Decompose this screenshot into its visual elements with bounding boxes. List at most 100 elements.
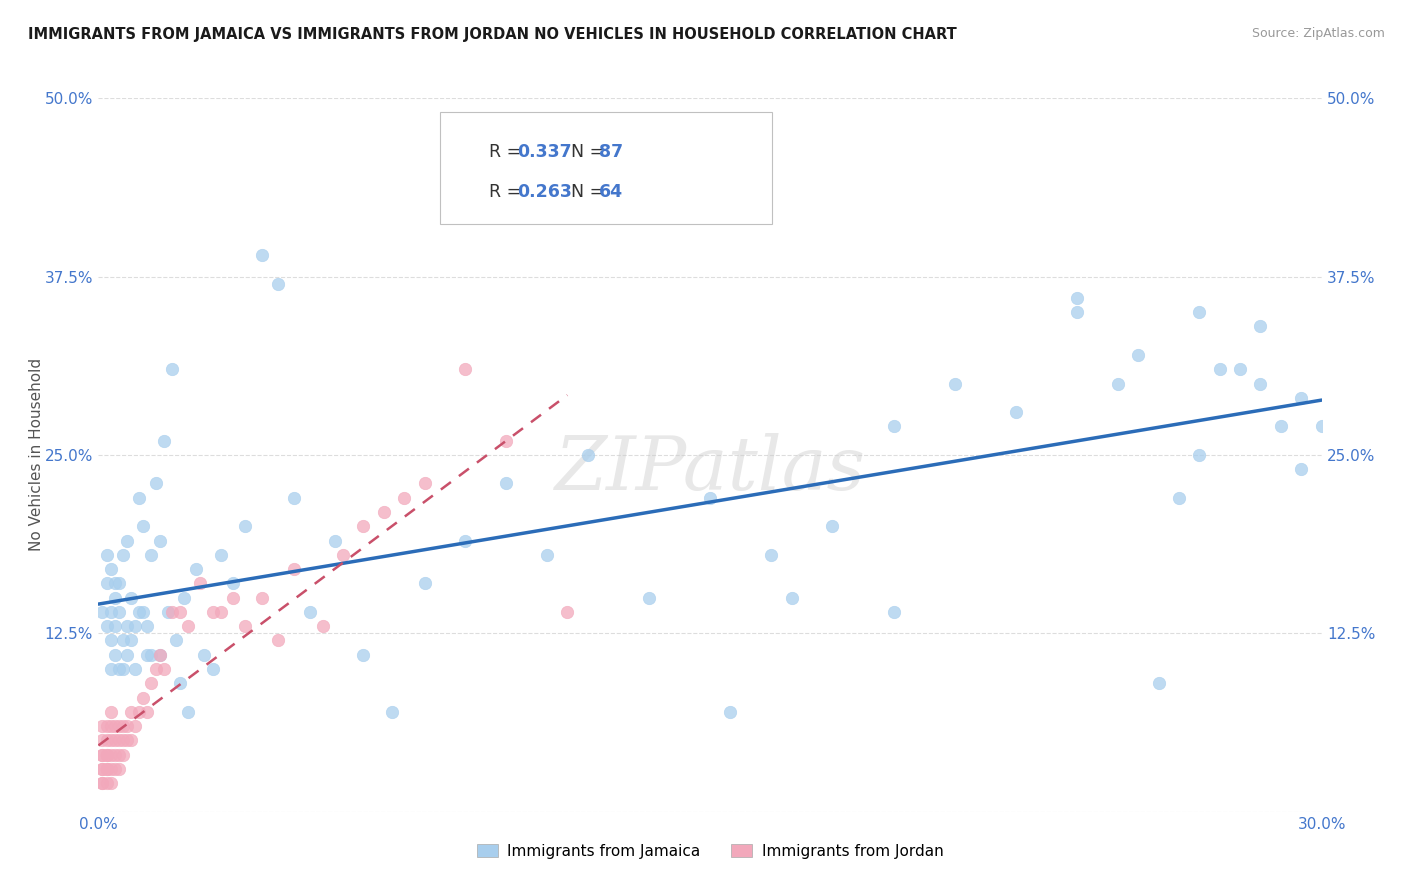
Point [576, 448, 599, 462]
Point [115, 719, 138, 733]
Point [201, 605, 224, 619]
Point [120, 591, 142, 605]
Point [91, 605, 114, 619]
Point [115, 533, 138, 548]
Point [209, 605, 232, 619]
Point [1249, 376, 1271, 391]
Point [188, 576, 212, 591]
Point [132, 605, 155, 619]
Point [1066, 291, 1088, 305]
Point [96, 747, 118, 762]
Point [96, 576, 118, 591]
Point [111, 633, 134, 648]
Point [267, 633, 290, 648]
Point [120, 705, 142, 719]
Point [124, 719, 146, 733]
Point [104, 576, 127, 591]
Point [96, 747, 118, 762]
Point [96, 619, 118, 633]
Point [100, 747, 122, 762]
Point [111, 548, 134, 562]
Point [177, 705, 200, 719]
Point [96, 762, 118, 776]
Point [136, 619, 159, 633]
Point [1188, 305, 1211, 319]
Point [780, 591, 803, 605]
Point [100, 605, 122, 619]
Point [108, 747, 131, 762]
Point [149, 533, 172, 548]
Point [104, 591, 127, 605]
Point [1209, 362, 1232, 376]
Text: IMMIGRANTS FROM JAMAICA VS IMMIGRANTS FROM JORDAN NO VEHICLES IN HOUSEHOLD CORRE: IMMIGRANTS FROM JAMAICA VS IMMIGRANTS FR… [28, 27, 957, 42]
Point [100, 762, 122, 776]
Point [128, 705, 150, 719]
Point [201, 662, 224, 676]
Point [1229, 362, 1251, 376]
Point [1310, 419, 1333, 434]
Point [165, 633, 187, 648]
Point [1270, 419, 1292, 434]
Point [233, 619, 256, 633]
Point [96, 719, 118, 733]
Point [115, 648, 138, 662]
Point [145, 476, 167, 491]
Point [352, 648, 374, 662]
Point [104, 762, 127, 776]
Text: N =: N = [571, 183, 610, 201]
Point [392, 491, 416, 505]
Point [111, 719, 134, 733]
Point [152, 662, 174, 676]
Point [96, 733, 118, 747]
Point [91, 747, 114, 762]
Point [108, 733, 131, 747]
Point [100, 662, 122, 676]
Point [413, 476, 436, 491]
Point [141, 648, 163, 662]
Point [883, 419, 905, 434]
Point [454, 533, 477, 548]
Y-axis label: No Vehicles in Household: No Vehicles in Household [28, 359, 44, 551]
Point [149, 648, 172, 662]
Point [1188, 448, 1211, 462]
Point [160, 605, 183, 619]
Point [149, 648, 172, 662]
Point [108, 662, 131, 676]
Point [96, 776, 118, 790]
Point [141, 676, 163, 690]
Point [267, 277, 290, 291]
Text: N =: N = [571, 143, 610, 161]
Point [91, 776, 114, 790]
Point [124, 662, 146, 676]
Point [132, 519, 155, 533]
Point [96, 548, 118, 562]
Point [222, 591, 245, 605]
Text: 64: 64 [599, 183, 623, 201]
Point [108, 576, 131, 591]
Point [100, 633, 122, 648]
Point [100, 719, 122, 733]
Point [136, 705, 159, 719]
Point [91, 776, 114, 790]
Point [1128, 348, 1150, 362]
Point [169, 676, 191, 690]
Point [699, 491, 721, 505]
Point [115, 619, 138, 633]
Point [821, 519, 844, 533]
Point [222, 576, 245, 591]
Point [104, 648, 127, 662]
Point [160, 362, 183, 376]
Point [323, 533, 346, 548]
Point [761, 548, 783, 562]
Point [352, 519, 374, 533]
Point [1107, 376, 1129, 391]
Point [283, 562, 305, 576]
Point [495, 476, 517, 491]
Point [413, 576, 436, 591]
Text: R =: R = [489, 183, 527, 201]
Point [100, 562, 122, 576]
Point [100, 776, 122, 790]
Point [557, 605, 579, 619]
Point [100, 705, 122, 719]
Point [173, 591, 195, 605]
